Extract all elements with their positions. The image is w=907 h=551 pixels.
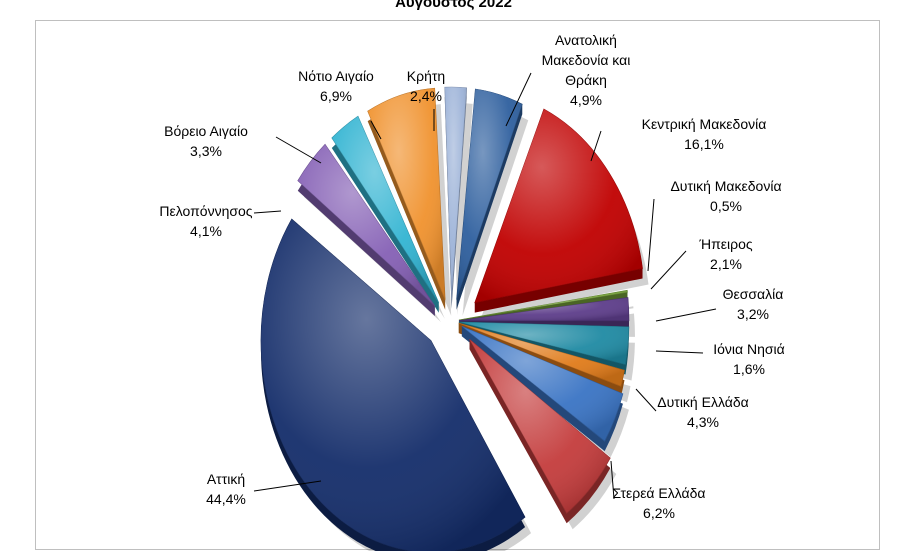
slice-highlight [260, 218, 526, 551]
leader-line [253, 480, 322, 492]
slice-side [331, 116, 439, 313]
leader-line [253, 210, 282, 214]
leader-line [275, 136, 322, 164]
slice-highlight [474, 108, 643, 303]
slice-label: Ανατολική Μακεδονία και Θράκη 4,9% [542, 32, 631, 108]
slice-label: Νότιο Αιγαίο 6,9% [298, 68, 374, 104]
slice-label: Κεντρική Μακεδονία 16,1% [642, 116, 767, 152]
chart-title: Αυγουστος 2022 [395, 0, 512, 11]
slice-label: Δυτική Μακεδονία 0,5% [670, 178, 781, 214]
slice-highlight [331, 116, 439, 303]
slice-highlight [456, 89, 523, 300]
leader-line [650, 250, 687, 290]
slice-highlight [461, 326, 623, 442]
slice-label: Ήπειρος 2,1% [698, 236, 752, 272]
slice-side [367, 88, 446, 310]
slice-label: Ιόνια Νησιά 1,6% [713, 341, 785, 377]
slice-highlight [458, 321, 629, 365]
slice-label: Θεσσαλία 3,2% [723, 286, 784, 322]
leader-line [647, 198, 655, 272]
slice-side [456, 89, 523, 310]
slice-label: Βόρειο Αιγαίο 3,3% [164, 123, 248, 159]
leader-line [635, 388, 657, 412]
slice-label: Κρήτη 2,4% [407, 68, 445, 104]
slice-highlight [444, 87, 467, 300]
leader-line [655, 308, 717, 322]
slice-highlight [297, 144, 435, 306]
slice-label: Στερεά Ελλάδα 6,2% [612, 485, 705, 521]
pie-chart: Ανατολική Μακεδονία και Θράκη 4,9% Κεντρική … [159, 32, 785, 551]
slice-highlight [458, 323, 625, 387]
slice-label: Αττική 44,4% [206, 471, 246, 507]
plot-area: Ανατολική Μακεδονία και Θράκη 4,9% Κεντρική … [35, 20, 880, 551]
leader-line [590, 130, 602, 162]
slice-highlight [367, 88, 446, 300]
slice-highlight [458, 297, 629, 321]
slice-highlight [469, 339, 611, 514]
leader-line [505, 72, 532, 127]
slice-highlight [458, 290, 628, 320]
slice-label: Πελοπόννησος 4,1% [159, 203, 252, 239]
leader-line [655, 350, 704, 354]
leader-line [610, 460, 615, 500]
leader-line [370, 120, 382, 140]
slice-label: Δυτική Ελλάδα 4,3% [657, 394, 748, 430]
